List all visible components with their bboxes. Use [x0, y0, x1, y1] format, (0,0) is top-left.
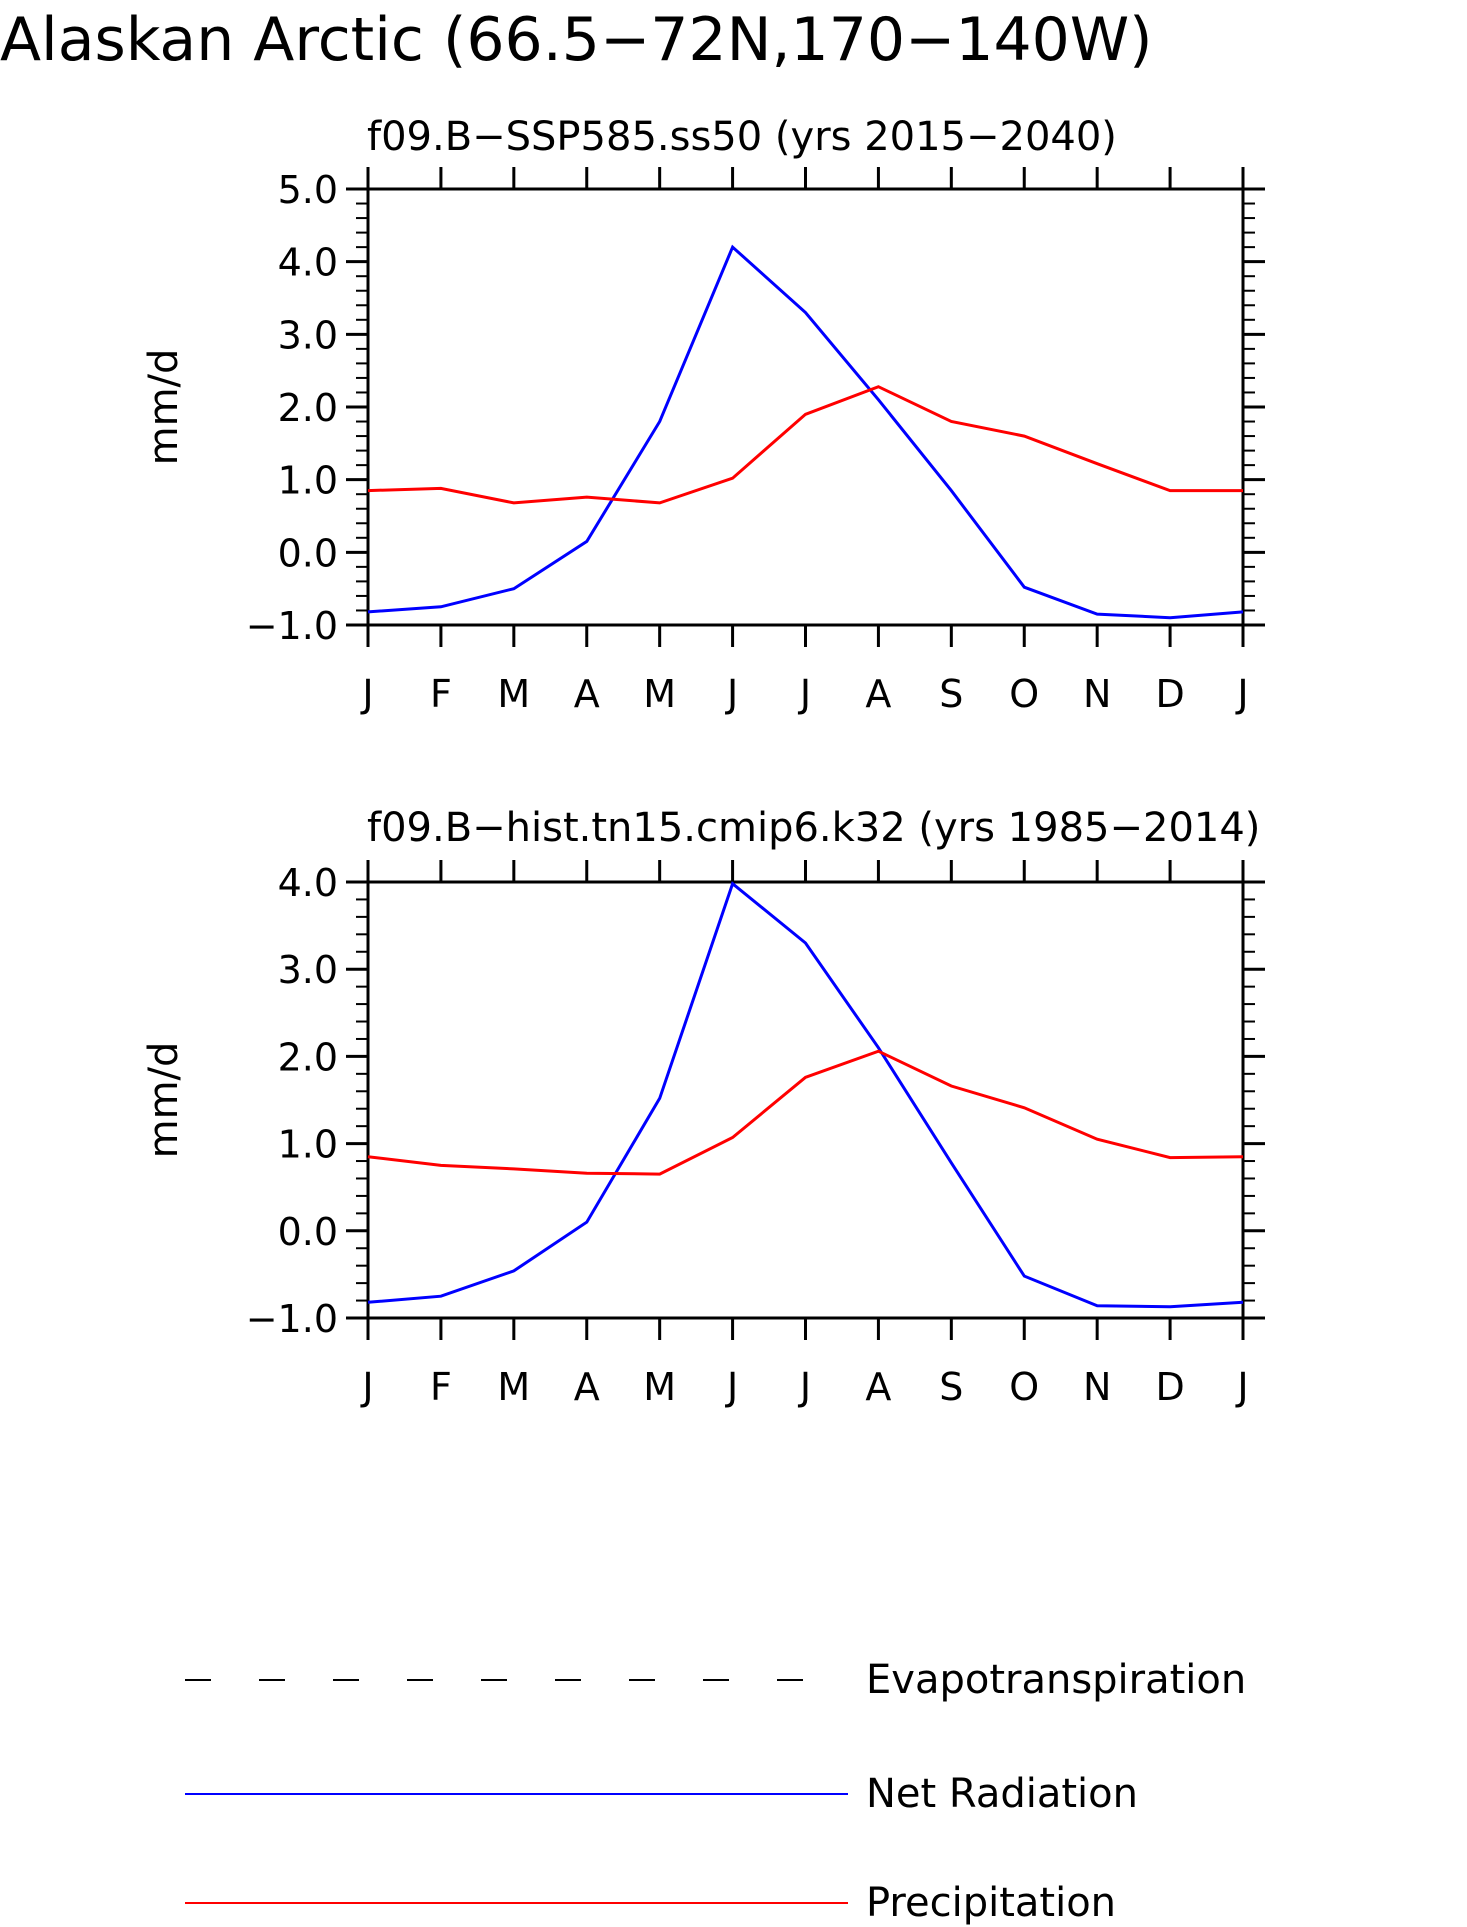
chart-panel-hist: f09.B−hist.tn15.cmip6.k32 (yrs 1985−2014…: [141, 805, 1265, 1409]
x-tick-label: N: [1083, 672, 1111, 716]
x-tick-label: N: [1083, 1365, 1111, 1409]
x-tick-label: J: [798, 672, 811, 716]
x-tick-label: D: [1155, 1365, 1184, 1409]
x-tick-label: J: [1235, 672, 1248, 716]
x-tick-label: J: [725, 1365, 738, 1409]
x-tick-label: A: [574, 672, 600, 716]
x-tick-label: S: [939, 672, 963, 716]
legend-item-precipitation: Precipitation: [185, 1880, 1116, 1926]
x-tick-label: A: [865, 1365, 891, 1409]
panel-title: f09.B−SSP585.ss50 (yrs 2015−2040): [367, 114, 1117, 160]
legend-label-evapotranspiration: Evapotranspiration: [866, 1657, 1246, 1703]
y-tick-label: 1.0: [278, 459, 338, 503]
series-line-net-radiation: [367, 881, 1244, 1309]
y-tick-label: 4.0: [278, 241, 338, 285]
y-tick-label: 3.0: [278, 948, 338, 992]
y-tick-label: 3.0: [278, 313, 338, 357]
y-tick-label: 1.0: [278, 1123, 338, 1167]
x-tick-label: A: [574, 1365, 600, 1409]
y-tick-label: 0.0: [278, 531, 338, 575]
x-tick-label: A: [865, 672, 891, 716]
legend-item-evapotranspiration: Evapotranspiration: [185, 1657, 1246, 1703]
x-tick-label: D: [1155, 672, 1184, 716]
series-line-net-radiation: [367, 244, 1244, 620]
y-tick-label: 5.0: [278, 168, 338, 212]
plot-frame: [366, 187, 1245, 627]
legend-label-net-radiation: Net Radiation: [866, 1771, 1138, 1817]
x-tick-label: J: [360, 1365, 373, 1409]
y-tick-label: −1.0: [246, 604, 338, 648]
x-tick-label: O: [1009, 1365, 1039, 1409]
legend-item-net-radiation: Net Radiation: [185, 1771, 1138, 1817]
panel-marks: J F M A M J J A S O N D J−1.00.01.02.03.04.0mm/d: [141, 860, 1265, 1409]
legend-label-precipitation: Precipitation: [866, 1880, 1116, 1926]
figure-title: Alaskan Arctic (66.5−72N,170−140W): [0, 5, 1153, 75]
plot-frame: [366, 880, 1245, 1320]
y-axis-label: mm/d: [141, 1042, 187, 1159]
x-tick-label: J: [1235, 1365, 1248, 1409]
x-tick-label: S: [939, 1365, 963, 1409]
panel-marks: J F M A M J J A S O N D J−1.00.01.02.03.04.05.0mm/d: [141, 167, 1265, 716]
x-tick-label: J: [360, 672, 373, 716]
series-line-precipitation: [367, 1049, 1244, 1176]
x-tick-label: O: [1009, 672, 1039, 716]
x-tick-label: M: [497, 672, 530, 716]
series-line-precipitation: [367, 385, 1243, 505]
x-tick-label: F: [430, 1365, 452, 1409]
y-tick-label: 2.0: [278, 1035, 338, 1079]
y-tick-label: 0.0: [278, 1210, 338, 1254]
x-tick-label: M: [643, 1365, 676, 1409]
y-axis-label: mm/d: [141, 349, 187, 466]
x-tick-label: J: [798, 1365, 811, 1409]
y-tick-label: 4.0: [278, 861, 338, 905]
panel-title: f09.B−hist.tn15.cmip6.k32 (yrs 1985−2014…: [367, 805, 1260, 851]
x-tick-label: M: [643, 672, 676, 716]
x-tick-label: F: [430, 672, 452, 716]
x-tick-label: M: [497, 1365, 530, 1409]
y-tick-label: 2.0: [278, 386, 338, 430]
y-tick-label: −1.0: [246, 1297, 338, 1341]
x-tick-label: J: [725, 672, 738, 716]
legend: Evapotranspiration Net Radiation Precipi…: [185, 1657, 1246, 1926]
